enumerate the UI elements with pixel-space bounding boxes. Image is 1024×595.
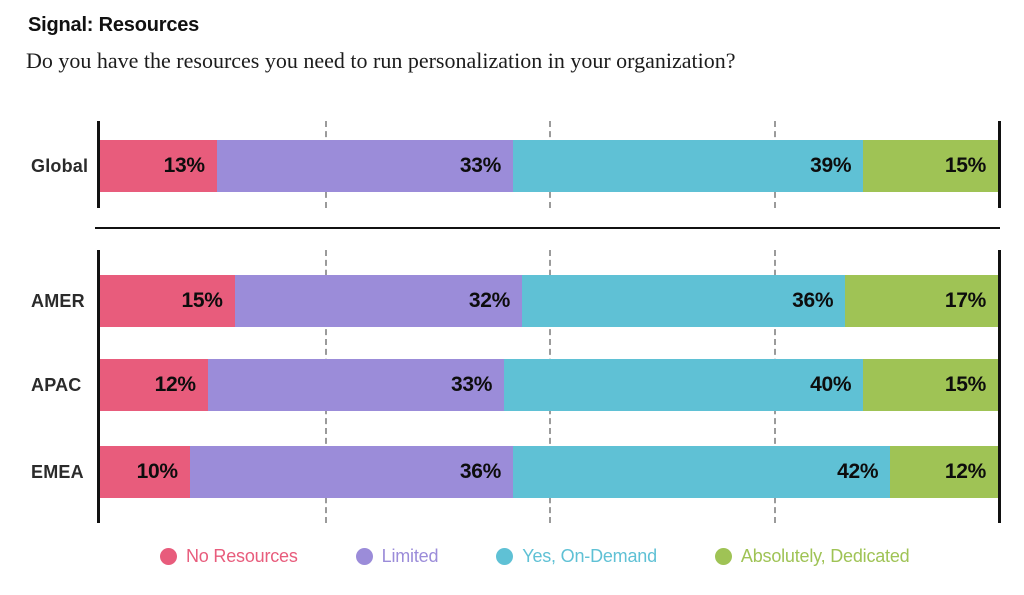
segment-value-label: 36% [792,289,834,312]
segment-amer-absolutely-dedicated: 17% [845,275,998,327]
segment-apac-absolutely-dedicated: 15% [863,359,998,411]
group-separator-line [95,227,1000,229]
legend-item-absolutely-dedicated: Absolutely, Dedicated [714,546,910,567]
legend: No Resources Limited Yes, On-Demand Absolut… [160,546,910,567]
segment-value-label: 33% [450,373,493,396]
segment-apac-limited: 33% [207,359,505,411]
chart-group-regions: AMER 15% 32% 36% 17% APAC 12% 33% 40% 15% EMEA 10% 3… [31,250,1001,523]
segment-global-absolutely-dedicated: 15% [863,140,998,192]
legend-label: Limited [381,546,439,566]
stacked-bar-global: 13% 33% 39% 15% [100,140,998,192]
legend-dot-icon [496,548,514,565]
legend-label: No Resources [186,546,298,566]
category-label-emea: EMEA [31,462,84,482]
segment-value-label: 32% [468,289,511,312]
survey-question: Do you have the resources you need to ru… [26,48,736,73]
segment-value-label: 10% [136,460,178,483]
segment-value-label: 15% [944,154,986,177]
segment-global-yes-on-demand: 39% [513,140,864,192]
category-label-amer: AMER [31,291,85,311]
segment-emea-no-resources: 10% [100,446,190,498]
segment-emea-absolutely-dedicated: 12% [890,446,998,498]
legend-dot-icon [714,548,732,565]
stacked-bar-apac: 12% 33% 40% 15% [100,359,998,411]
legend-label: Absolutely, Dedicated [740,546,910,566]
stacked-bar-amer: 15% 32% 36% 17% [100,275,998,327]
stacked-bar-emea: 10% 36% 42% 12% [100,446,998,498]
segment-value-label: 39% [810,154,852,177]
legend-item-limited: Limited [355,546,439,567]
legend-label: Yes, On-Demand [522,546,657,566]
segment-value-label: 42% [837,460,879,483]
legend-dot-icon [160,548,177,565]
segment-amer-yes-on-demand: 36% [522,275,846,327]
segment-amer-no-resources: 15% [100,275,235,327]
category-label-apac: APAC [31,375,82,395]
category-label-global: Global [31,156,89,176]
segment-global-no-resources: 13% [100,140,217,192]
segment-value-label: 15% [181,289,223,312]
segment-emea-yes-on-demand: 42% [513,446,891,498]
segment-value-label: 40% [810,373,852,396]
legend-item-yes-on-demand: Yes, On-Demand [496,546,657,567]
segment-amer-limited: 32% [234,275,523,327]
legend-item-no-resources: No Resources [160,546,298,567]
chart-group-global: Global 13% 33% 39% 15% [31,121,1001,208]
segment-global-limited: 33% [216,140,514,192]
segment-value-label: 12% [154,373,196,396]
segment-value-label: 15% [944,373,986,396]
legend-dot-icon [355,548,373,565]
segment-value-label: 13% [163,154,205,177]
segment-apac-no-resources: 12% [100,359,208,411]
segment-value-label: 36% [459,460,502,483]
page-title: Signal: Resources [28,14,200,36]
segment-value-label: 17% [944,289,986,312]
segment-value-label: 33% [459,154,502,177]
segment-apac-yes-on-demand: 40% [504,359,864,411]
segment-value-label: 12% [944,460,986,483]
segment-emea-limited: 36% [189,446,514,498]
